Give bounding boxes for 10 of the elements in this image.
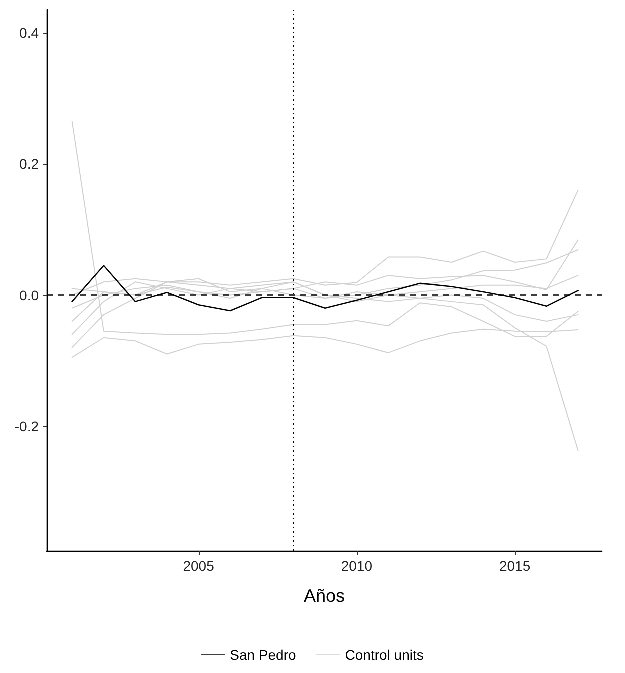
x-tick-label: 2010 [341, 558, 373, 574]
y-tick-label: 0.0 [20, 287, 40, 304]
legend-label: San Pedro [230, 647, 296, 663]
y-tick-label: 0.2 [20, 156, 40, 172]
x-tick-label: 2015 [499, 558, 531, 574]
y-tick-label: -0.2 [14, 418, 40, 434]
y-tick-label: 0.4 [20, 24, 40, 41]
legend-label: Control units [345, 647, 424, 663]
x-tick-label: 2005 [183, 558, 215, 574]
x-axis-title: Años [304, 586, 346, 606]
